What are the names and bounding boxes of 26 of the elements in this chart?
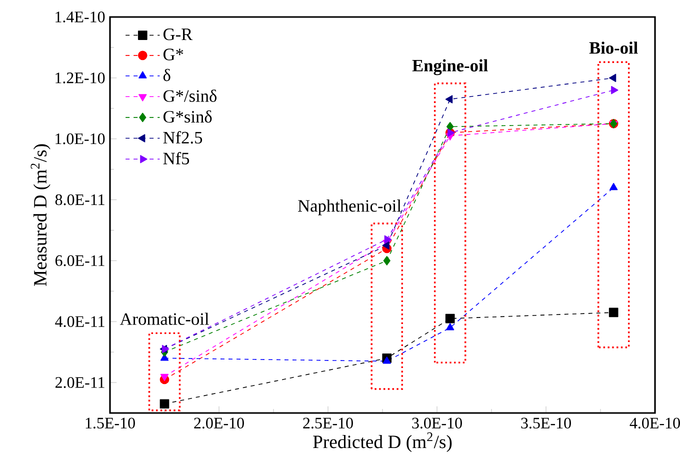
x-tick-label: 2.5E-10	[303, 418, 353, 429]
y-axis-title: Measured D (m$^{2}$/s)	[30, 144, 50, 286]
legend-label: Nf2.5	[163, 131, 202, 144]
x-tick-label: 1.5E-10	[86, 418, 135, 429]
y-tick-label: 1.0E-10	[56, 133, 105, 144]
annotation: Naphthenic-oil	[298, 200, 402, 216]
y-tick-label: 6.0E-11	[55, 255, 104, 266]
y-tick-label: 4.0E-11	[55, 316, 104, 328]
legend-label: G-R	[163, 28, 193, 40]
annotation: Engine-oil	[412, 59, 488, 76]
x-tick-label: 3.5E-10	[521, 418, 571, 429]
legend-label: Nf5	[163, 152, 190, 164]
legend-label: G*sinδ	[163, 110, 212, 123]
y-tick-label: 2.0E-11	[55, 377, 104, 388]
x-axis-title: Predicted D (m$^{2}$/s)	[313, 432, 452, 452]
y-tick-label: 1.2E-10	[56, 72, 105, 84]
annotation: Aromatic-oil	[120, 312, 209, 325]
annotation: Bio-oil	[589, 42, 638, 54]
y-tick-label: 1.4E-10	[56, 12, 105, 22]
legend-label: G*/sinδ	[163, 90, 217, 102]
x-tick-label: 3.0E-10	[412, 418, 462, 429]
y-tick-label: 8.0E-11	[55, 194, 104, 206]
legend-label: G*	[163, 48, 184, 60]
x-tick-label: 2.0E-10	[194, 418, 244, 429]
x-tick-label: 4.0E-10	[630, 418, 680, 429]
legend-label: δ	[163, 68, 170, 82]
